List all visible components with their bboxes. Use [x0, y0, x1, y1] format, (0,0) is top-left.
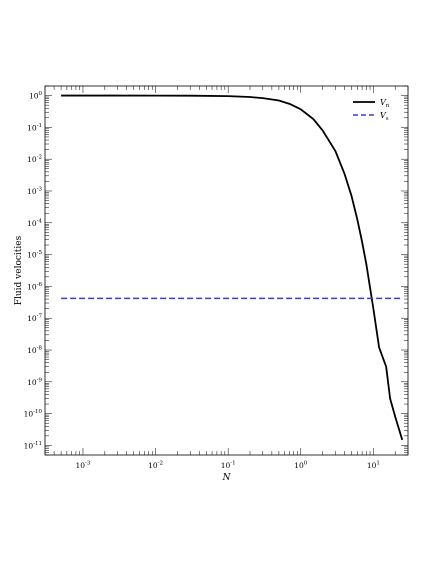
tick-labels: 10-3 10-2 10-1 100 101 100 10-1 10-2 10-3 10-4 10-… — [24, 91, 380, 470]
series-line-V-n — [61, 94, 404, 441]
y-tick-label: 10-5 — [27, 250, 42, 260]
y-axis-label: Fluid velocities — [14, 235, 24, 305]
y-tick-label: 10-1 — [27, 123, 42, 133]
y-tick-label: 100 — [29, 91, 43, 101]
data-series — [61, 94, 404, 441]
legend-label-V-s: Vs — [380, 111, 389, 122]
x-tick-label: 10-1 — [221, 461, 236, 471]
y-tick-label: 10-6 — [27, 282, 42, 292]
y-tick-label: 10-8 — [27, 346, 42, 356]
y-tick-label: 10-11 — [24, 441, 42, 451]
y-tick-label: 10-3 — [27, 186, 42, 196]
x-axis-label: N — [222, 473, 232, 483]
plot-frame — [44, 85, 409, 456]
x-tick-label: 10-3 — [76, 461, 91, 471]
axis-ticks — [44, 85, 409, 456]
x-tick-label: 100 — [294, 461, 308, 471]
legend-label-V-n: Vn — [380, 98, 390, 109]
legend: Vn Vs — [353, 98, 390, 122]
plot-border — [44, 85, 409, 456]
y-tick-label: 10-7 — [27, 314, 42, 324]
x-tick-label: 101 — [367, 461, 380, 471]
y-tick-label: 10-9 — [27, 377, 42, 387]
y-tick-label: 10-4 — [27, 218, 42, 228]
y-tick-label: 10-2 — [27, 155, 42, 165]
x-tick-label: 10-2 — [148, 461, 163, 471]
y-tick-label: 10-10 — [24, 409, 43, 419]
